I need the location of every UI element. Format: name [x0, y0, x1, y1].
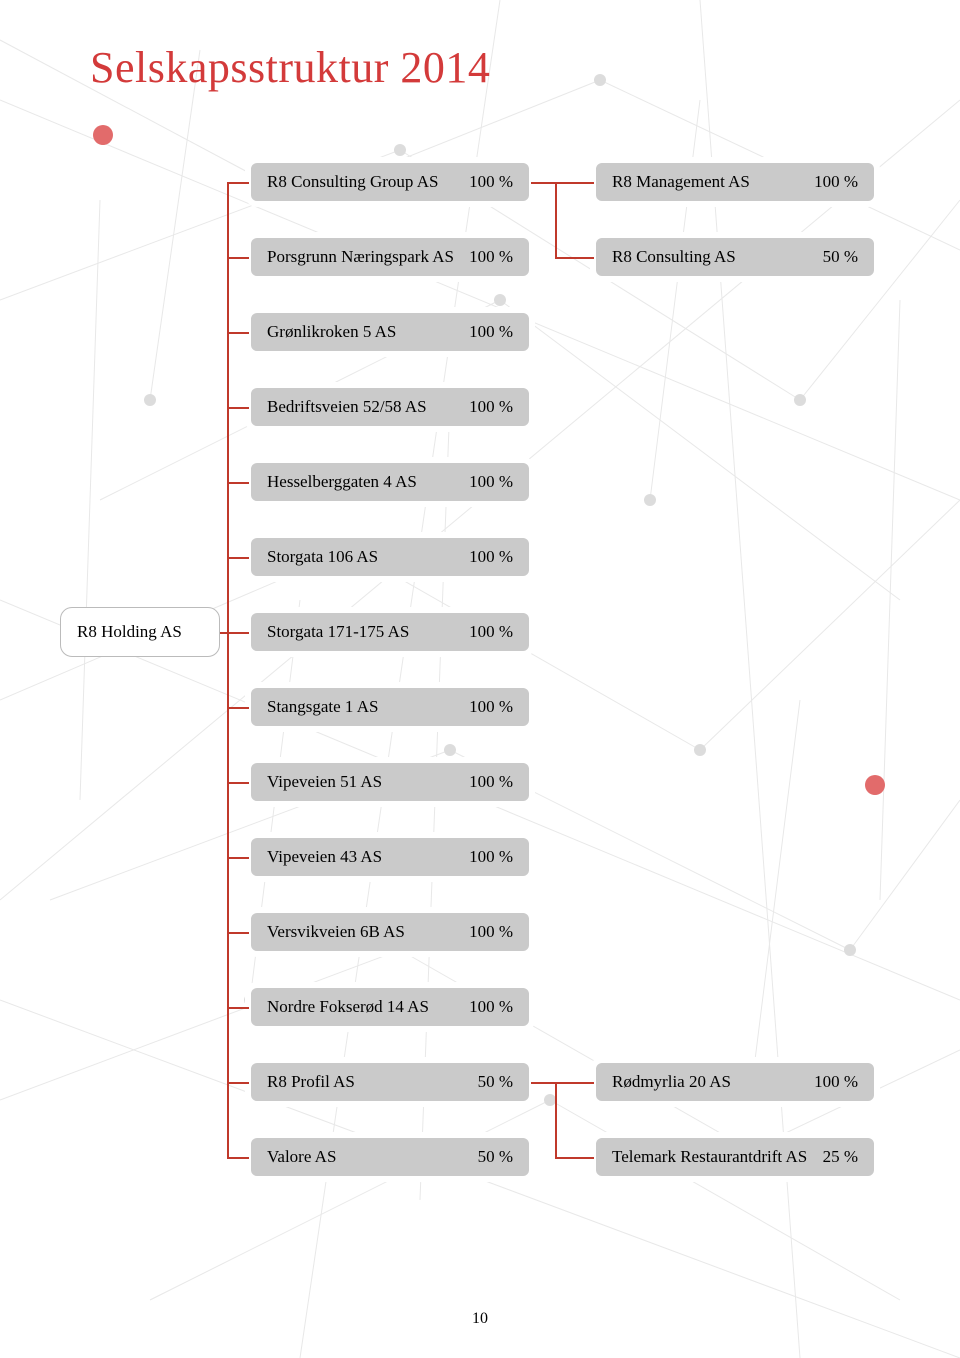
- org-node-pct: 100 %: [469, 172, 513, 192]
- connector: [227, 182, 229, 1157]
- page-title: Selskapsstruktur 2014: [90, 42, 490, 93]
- org-node: Rødmyrlia 20 AS 100 %: [590, 1057, 880, 1107]
- connector: [227, 782, 249, 784]
- org-node-label: R8 Consulting AS: [612, 247, 811, 267]
- connector: [227, 1007, 249, 1009]
- org-node-pct: 100 %: [469, 322, 513, 342]
- org-node: Versvikveien 6B AS 100 %: [245, 907, 535, 957]
- org-node-label: Storgata 106 AS: [267, 547, 457, 567]
- org-node-pct: 50 %: [478, 1072, 513, 1092]
- org-node-label: Versvikveien 6B AS: [267, 922, 457, 942]
- org-node-pct: 100 %: [469, 247, 513, 267]
- org-node-label: Grønlikroken 5 AS: [267, 322, 457, 342]
- org-node-pct: 100 %: [469, 697, 513, 717]
- connector: [531, 182, 555, 184]
- org-node: Storgata 106 AS 100 %: [245, 532, 535, 582]
- org-node: Bedriftsveien 52/58 AS 100 %: [245, 382, 535, 432]
- org-node-label: Stangsgate 1 AS: [267, 697, 457, 717]
- org-node-label: Vipeveien 51 AS: [267, 772, 457, 792]
- org-node: R8 Management AS 100 %: [590, 157, 880, 207]
- org-node: Vipeveien 51 AS 100 %: [245, 757, 535, 807]
- org-node: Grønlikroken 5 AS 100 %: [245, 307, 535, 357]
- org-node: Stangsgate 1 AS 100 %: [245, 682, 535, 732]
- connector: [227, 482, 249, 484]
- org-node-label: R8 Holding AS: [77, 622, 203, 642]
- connector: [227, 1082, 249, 1084]
- connector: [227, 707, 249, 709]
- connector: [220, 632, 227, 634]
- org-node: Nordre Fokserød 14 AS 100 %: [245, 982, 535, 1032]
- org-node-pct: 50 %: [478, 1147, 513, 1167]
- page-content: Selskapsstruktur 2014 R8 Consulting Grou…: [0, 0, 960, 1358]
- org-node-pct: 100 %: [814, 1072, 858, 1092]
- org-node-pct: 100 %: [469, 922, 513, 942]
- page-number: 10: [0, 1310, 960, 1328]
- org-node-label: R8 Profil AS: [267, 1072, 466, 1092]
- org-node-label: Bedriftsveien 52/58 AS: [267, 397, 457, 417]
- connector: [555, 1082, 594, 1084]
- connector: [227, 257, 249, 259]
- org-node-label: Nordre Fokserød 14 AS: [267, 997, 457, 1017]
- org-node-label: Valore AS: [267, 1147, 466, 1167]
- org-node-label: Storgata 171-175 AS: [267, 622, 457, 642]
- connector: [555, 182, 557, 257]
- connector: [227, 182, 249, 184]
- org-node: R8 Consulting Group AS 100 %: [245, 157, 535, 207]
- connector: [227, 407, 249, 409]
- connector: [531, 1082, 555, 1084]
- org-node: Storgata 171-175 AS 100 %: [245, 607, 535, 657]
- org-node-label: Vipeveien 43 AS: [267, 847, 457, 867]
- org-node-label: Porsgrunn Næringspark AS: [267, 247, 457, 267]
- org-node-pct: 100 %: [469, 772, 513, 792]
- org-node: Hesselberggaten 4 AS 100 %: [245, 457, 535, 507]
- org-node: R8 Profil AS 50 %: [245, 1057, 535, 1107]
- connector: [555, 1157, 594, 1159]
- org-node-label: Telemark Restaurantdrift AS: [612, 1147, 811, 1167]
- org-node: R8 Holding AS: [60, 607, 220, 657]
- org-node-label: Rødmyrlia 20 AS: [612, 1072, 802, 1092]
- org-node-pct: 25 %: [823, 1147, 858, 1167]
- org-node-label: Hesselberggaten 4 AS: [267, 472, 457, 492]
- org-node-label: R8 Consulting Group AS: [267, 172, 457, 192]
- org-node-pct: 100 %: [469, 397, 513, 417]
- connector: [555, 257, 594, 259]
- org-node-pct: 100 %: [469, 547, 513, 567]
- org-node: Vipeveien 43 AS 100 %: [245, 832, 535, 882]
- org-node-pct: 100 %: [814, 172, 858, 192]
- org-node: Telemark Restaurantdrift AS 25 %: [590, 1132, 880, 1182]
- org-node-pct: 50 %: [823, 247, 858, 267]
- connector: [555, 1082, 557, 1157]
- connector: [227, 332, 249, 334]
- org-node: R8 Consulting AS 50 %: [590, 232, 880, 282]
- connector: [227, 857, 249, 859]
- org-node-pct: 100 %: [469, 997, 513, 1017]
- org-node-label: R8 Management AS: [612, 172, 802, 192]
- connector: [555, 182, 594, 184]
- org-node-pct: 100 %: [469, 622, 513, 642]
- org-node: Porsgrunn Næringspark AS 100 %: [245, 232, 535, 282]
- org-node-pct: 100 %: [469, 472, 513, 492]
- org-node: Valore AS 50 %: [245, 1132, 535, 1182]
- connector: [227, 557, 249, 559]
- connector: [227, 632, 249, 634]
- connector: [227, 1157, 249, 1159]
- org-node-pct: 100 %: [469, 847, 513, 867]
- connector: [227, 932, 249, 934]
